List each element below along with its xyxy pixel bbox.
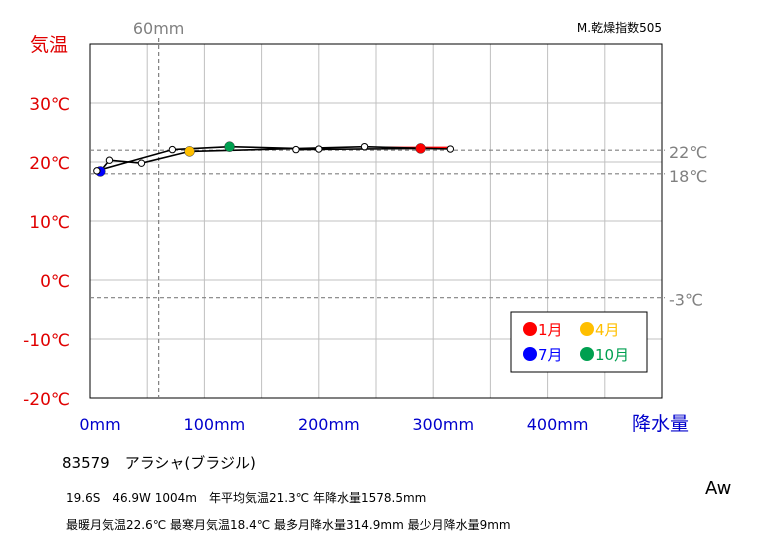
legend-marker [580,347,594,361]
data-point-month-9 [168,145,177,154]
x-tick-label: 300mm [412,415,474,434]
data-point-month-8 [93,167,101,175]
reference-label-temp: 18℃ [669,167,707,186]
y-tick-label: 20℃ [29,154,70,174]
data-point-month-12 [292,145,300,154]
y-tick-label: -10℃ [23,331,70,351]
data-point-month-4 [184,146,195,157]
data-point-month-1 [415,143,426,154]
data-point-month-2 [446,145,455,153]
reference-label-temp: 22℃ [669,143,707,162]
data-point-month-10 [224,141,235,152]
legend-marker [523,322,537,336]
x-tick-label: 100mm [184,415,246,434]
station-extremes: 最暖月気温22.6℃ 最寒月気温18.4℃ 最多月降水量314.9mm 最少月降… [66,518,511,532]
legend-label: 4月 [595,321,620,339]
data-point-month-3 [360,142,369,151]
y-tick-label: -20℃ [23,390,70,410]
x-axis-title: 降水量 [632,413,689,435]
station-summary: 19.6S 46.9W 1004m 年平均気温21.3℃ 年降水量1578.5m… [66,491,427,505]
legend-marker [580,322,594,336]
data-point-month-11 [315,145,323,153]
legend-marker [523,347,537,361]
legend-label: 1月 [538,321,563,339]
data-point-month-6 [105,156,114,164]
y-tick-label: 10℃ [29,213,70,233]
reference-label-temp: -3℃ [669,291,703,310]
plot-frame [89,43,663,399]
x-tick-label: 0mm [79,415,120,434]
data-point-month-5 [137,159,146,167]
legend-box [510,311,648,373]
climate-code: Aw [705,478,732,499]
legend-label: 7月 [538,346,563,364]
y-tick-label: 30℃ [29,95,70,115]
y-tick-label: 0℃ [40,272,70,292]
x-tick-label: 400mm [527,415,589,434]
x-tick-label: 200mm [298,415,360,434]
y-axis-title: 気温 [30,34,68,56]
aridity-index-label: M.乾燥指数505 [577,20,662,35]
station-name: 83579 アラシャ(ブラジル) [62,454,256,472]
reference-label-precip: 60mm [133,19,185,38]
legend-label: 10月 [595,346,629,364]
